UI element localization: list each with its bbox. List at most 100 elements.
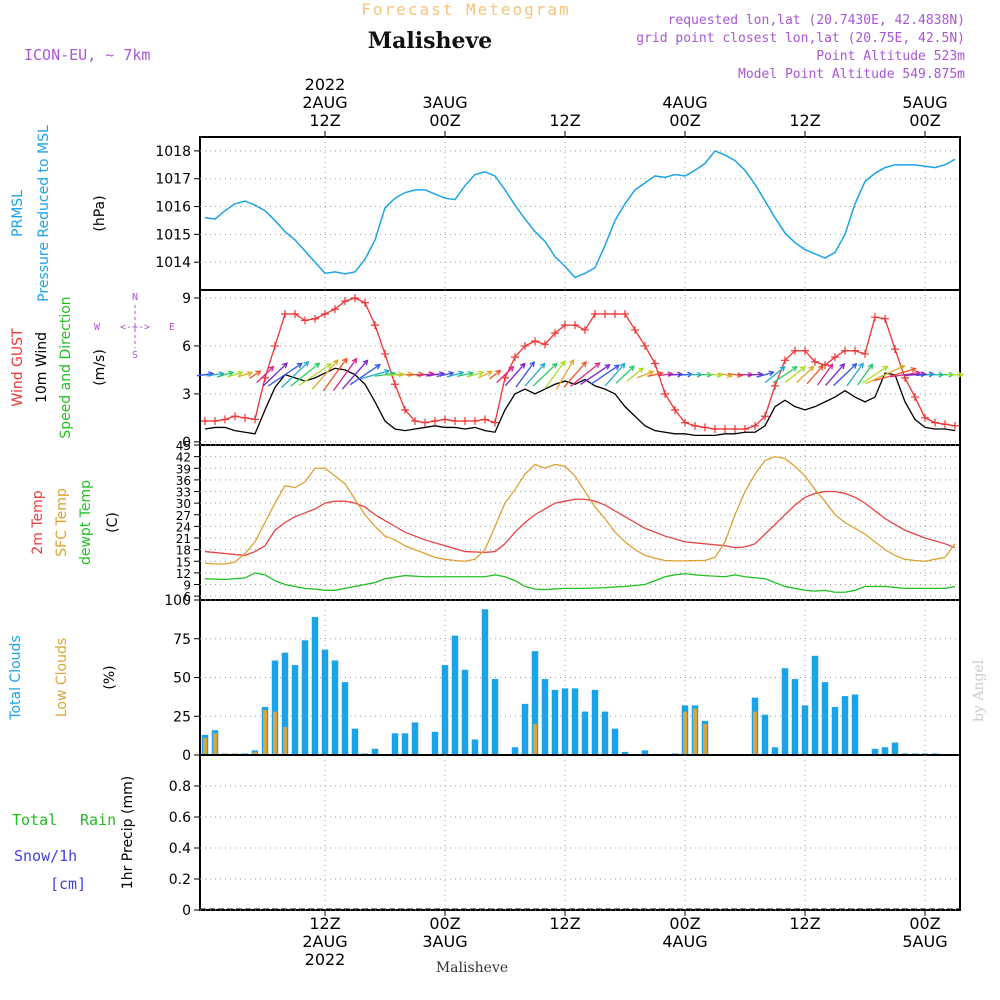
wind-arrow-shaft: [426, 372, 444, 377]
compass-icon: N W <-+-> E S: [94, 292, 175, 361]
wind-arrow-head: [255, 370, 262, 376]
wind-arrow: [496, 365, 515, 384]
gust-marker: [251, 415, 259, 424]
gust-marker: [681, 418, 689, 427]
wind-arrow-shaft: [436, 372, 454, 378]
gust-marker: [361, 298, 369, 307]
wind-arrow-shaft: [504, 363, 526, 387]
wind-arrow-shaft: [489, 369, 501, 380]
total-cloud-bar: [331, 660, 339, 755]
wind-arrow: [904, 371, 927, 378]
gust-marker: [691, 421, 699, 430]
top-time-label: 2022: [305, 75, 346, 94]
gust-marker: [791, 346, 799, 355]
total-cloud-bar: [821, 682, 829, 755]
wind-arrow: [615, 365, 635, 384]
wind-arrow-head: [867, 363, 874, 370]
gust-marker: [711, 425, 719, 434]
temperature-ytick-label: 30: [176, 497, 191, 511]
total-clouds-label: Total Clouds: [8, 635, 24, 720]
gust-marker: [731, 425, 739, 434]
total-cloud-bar: [781, 668, 789, 755]
wind-arrow-head: [296, 362, 303, 369]
total-cloud-bar: [641, 750, 649, 755]
wind-arrow: [515, 360, 535, 388]
wind-arrow: [555, 358, 575, 390]
wind-arrow: [833, 362, 858, 387]
temperature-ytick-label: 39: [176, 462, 191, 476]
compass-e: E: [169, 322, 175, 333]
panels: 1014 1015 1016 1017 1018 PRMSL Pressure Reduce…: [8, 125, 965, 919]
precip-ytick-label: 0: [182, 903, 191, 919]
wind-arrow-head: [604, 364, 611, 370]
wind-arrow-head: [362, 359, 369, 366]
precip-unit: 1hr Precip (mm): [120, 776, 136, 889]
series-2m-temp: [204, 490, 956, 557]
wind-arrow: [590, 364, 621, 385]
clouds-ytick-label: 75: [173, 632, 191, 648]
gust-marker: [801, 346, 809, 355]
top-time-label: 00Z: [429, 111, 460, 130]
gust-marker: [491, 418, 499, 427]
gust-marker: [601, 309, 609, 318]
gust-marker: [311, 314, 319, 323]
wind-ytick-label: 6: [182, 339, 191, 355]
wind-arrow-head: [568, 358, 575, 366]
wind-arrow: [846, 362, 864, 387]
temperature-ytick-label: 18: [176, 544, 191, 558]
wind-arrow-head: [882, 365, 889, 372]
precip-frame: [199, 754, 961, 911]
wind-arrow-shaft: [446, 371, 464, 378]
total-cloud-bar: [321, 649, 329, 755]
gust-label: Wind GUST: [10, 328, 26, 407]
total-cloud-bar: [281, 652, 289, 755]
wind-arrow-head: [398, 371, 405, 378]
wind-arrow-head: [827, 363, 834, 370]
wind-ytick-label: 9: [182, 291, 191, 307]
wind-arrow: [477, 370, 493, 379]
total-cloud-bar: [431, 731, 439, 755]
wind-arrow-shaft: [580, 364, 610, 386]
gust-marker: [561, 321, 569, 330]
gust-marker: [751, 421, 759, 430]
total-cloud-bar: [371, 748, 379, 755]
wind-arrow-shaft: [386, 373, 404, 376]
wind-arrow-shaft: [515, 361, 535, 388]
gust-marker: [511, 353, 519, 362]
bottom-time-label: 12Z: [309, 914, 340, 933]
wind-arrow-shaft: [311, 359, 339, 390]
chart-kind-title: Forecast Meteogram: [361, 0, 570, 19]
wind-arrow-shaft: [374, 372, 396, 377]
gust-marker: [931, 418, 939, 427]
total-cloud-bar: [871, 748, 879, 755]
precip-ytick-label: 0.6: [169, 810, 191, 826]
wind-arrow: [816, 363, 834, 386]
temp-unit: (C): [105, 512, 121, 533]
wind-arrow-head: [779, 366, 786, 372]
dewpt-label: dewpt Temp: [78, 480, 94, 565]
wind-arrow-head: [268, 365, 275, 372]
wind-arrow: [504, 362, 526, 387]
gust-marker: [831, 353, 839, 362]
low-cloud-bar: [253, 751, 257, 755]
precip-rain-label: Rain: [80, 811, 116, 829]
wind-arrow-head: [237, 370, 244, 377]
temperature-ytick-label: 6: [183, 590, 191, 604]
wind-arrow-head: [768, 370, 775, 377]
wind-arrow-shaft: [890, 371, 920, 378]
wind-arrow-shaft: [360, 369, 390, 380]
top-time-label: 00Z: [909, 111, 940, 130]
wind-arrow-head: [458, 370, 465, 377]
wind-arrow-shaft: [544, 360, 566, 389]
wind-arrow-shaft: [532, 363, 558, 387]
wind-arrow-shaft: [756, 371, 774, 378]
precip-total-label: Total: [12, 811, 57, 829]
top-time-label: 3AUG: [422, 93, 467, 112]
wind-arrow-head: [638, 367, 645, 374]
wind-arrow: [796, 365, 815, 384]
wind-arrow-head: [799, 366, 806, 372]
wind-arrow-shaft: [796, 366, 814, 384]
temperature-ytick-label: 36: [176, 474, 191, 488]
wind-arrow-head: [648, 370, 655, 376]
